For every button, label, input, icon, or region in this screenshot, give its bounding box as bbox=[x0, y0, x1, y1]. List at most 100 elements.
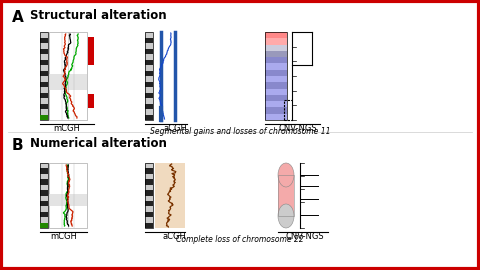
Bar bbox=[265, 95, 287, 101]
Bar bbox=[40, 93, 48, 98]
Text: mCGH: mCGH bbox=[50, 232, 77, 241]
Text: CNV-NGS: CNV-NGS bbox=[278, 124, 317, 133]
Bar bbox=[265, 107, 287, 114]
Bar bbox=[40, 222, 48, 228]
Bar bbox=[145, 32, 153, 120]
Bar bbox=[49, 163, 87, 228]
Bar bbox=[145, 43, 153, 49]
Bar bbox=[265, 82, 287, 89]
Bar bbox=[40, 98, 48, 103]
Bar bbox=[265, 70, 287, 76]
Bar bbox=[278, 175, 294, 216]
Bar bbox=[40, 54, 48, 59]
Bar bbox=[145, 212, 153, 217]
Bar bbox=[145, 222, 153, 228]
Ellipse shape bbox=[278, 163, 294, 187]
Bar bbox=[40, 206, 48, 212]
Bar bbox=[145, 32, 153, 38]
Bar bbox=[40, 76, 48, 82]
Bar bbox=[40, 32, 48, 120]
Bar bbox=[40, 217, 48, 222]
Bar bbox=[40, 49, 48, 54]
Bar bbox=[265, 101, 287, 107]
Text: CNV-NGS: CNV-NGS bbox=[286, 232, 324, 241]
Bar bbox=[40, 115, 48, 120]
Bar bbox=[40, 109, 48, 114]
Bar bbox=[40, 114, 48, 120]
Bar bbox=[40, 38, 48, 43]
Bar bbox=[145, 163, 153, 168]
Bar bbox=[265, 114, 287, 120]
Bar bbox=[40, 201, 48, 206]
Bar bbox=[145, 87, 153, 93]
Text: aCGH: aCGH bbox=[162, 232, 186, 241]
Bar bbox=[40, 168, 48, 174]
Bar bbox=[265, 32, 287, 38]
Bar bbox=[40, 179, 48, 185]
Bar bbox=[88, 37, 94, 65]
Bar bbox=[155, 163, 185, 228]
Bar bbox=[40, 59, 48, 65]
Bar bbox=[145, 98, 153, 103]
Text: Segmental gains and losses of chromosome 11: Segmental gains and losses of chromosome… bbox=[150, 127, 330, 136]
Bar bbox=[145, 168, 153, 174]
Bar bbox=[145, 163, 153, 228]
Text: Structural alteration: Structural alteration bbox=[30, 9, 167, 22]
Bar bbox=[145, 59, 153, 65]
Bar bbox=[40, 32, 48, 38]
Bar bbox=[40, 212, 48, 217]
Bar bbox=[278, 175, 294, 216]
Bar bbox=[145, 190, 153, 195]
Ellipse shape bbox=[278, 204, 294, 228]
Bar bbox=[40, 223, 48, 228]
Bar bbox=[265, 51, 287, 57]
Text: mCGH: mCGH bbox=[54, 124, 81, 133]
Bar bbox=[145, 185, 153, 190]
Bar bbox=[145, 93, 153, 98]
Bar bbox=[145, 82, 153, 87]
Bar bbox=[145, 70, 153, 76]
Bar bbox=[265, 38, 287, 45]
Bar bbox=[145, 103, 153, 109]
Bar bbox=[40, 103, 48, 109]
Bar bbox=[40, 185, 48, 190]
Bar bbox=[40, 195, 48, 201]
Bar bbox=[145, 54, 153, 59]
Bar bbox=[145, 179, 153, 185]
Bar bbox=[145, 201, 153, 206]
Bar bbox=[88, 94, 94, 108]
Bar bbox=[40, 163, 48, 228]
Text: Numerical alteration: Numerical alteration bbox=[30, 137, 167, 150]
Bar bbox=[145, 174, 153, 179]
Bar bbox=[40, 82, 48, 87]
Bar bbox=[145, 109, 153, 114]
Bar bbox=[49, 32, 87, 120]
Bar bbox=[145, 76, 153, 82]
Bar bbox=[40, 70, 48, 76]
Text: Complete loss of chromosome 22: Complete loss of chromosome 22 bbox=[176, 235, 304, 244]
Bar bbox=[265, 45, 287, 51]
Bar bbox=[265, 63, 287, 70]
Bar bbox=[40, 174, 48, 179]
Bar bbox=[40, 190, 48, 195]
Bar bbox=[145, 217, 153, 222]
Text: B: B bbox=[12, 138, 24, 153]
Bar bbox=[145, 38, 153, 43]
Bar bbox=[145, 195, 153, 201]
Text: aCGH: aCGH bbox=[163, 124, 187, 133]
Bar bbox=[145, 65, 153, 70]
Bar bbox=[145, 206, 153, 212]
Bar bbox=[145, 49, 153, 54]
Bar bbox=[49, 74, 87, 90]
Bar bbox=[265, 89, 287, 95]
Bar bbox=[265, 32, 287, 120]
Bar bbox=[265, 57, 287, 63]
Bar bbox=[40, 65, 48, 70]
Bar bbox=[145, 114, 153, 120]
Bar bbox=[40, 87, 48, 93]
Text: A: A bbox=[12, 10, 24, 25]
Bar bbox=[40, 163, 48, 168]
Bar bbox=[40, 43, 48, 49]
Bar bbox=[265, 76, 287, 82]
Bar bbox=[49, 194, 87, 206]
